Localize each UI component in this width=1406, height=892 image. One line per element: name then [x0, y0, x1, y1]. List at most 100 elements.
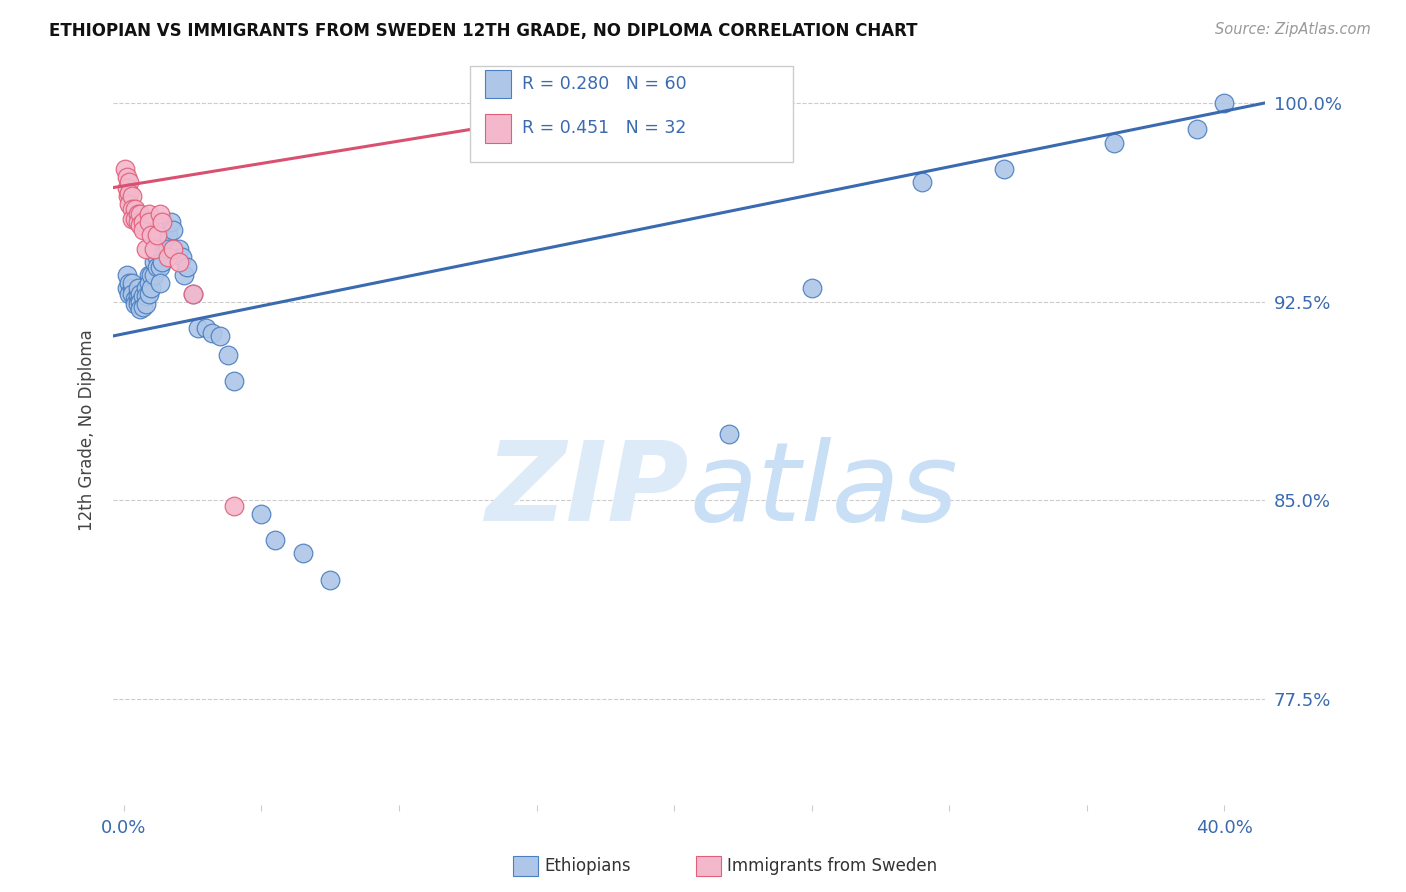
Point	[124, 212, 146, 227]
Point	[138, 215, 160, 229]
Point	[146, 260, 169, 274]
Point	[129, 302, 152, 317]
FancyBboxPatch shape	[470, 66, 793, 162]
Point	[143, 268, 166, 282]
Point	[132, 215, 155, 229]
Point	[115, 169, 138, 184]
Point	[1102, 136, 1125, 150]
Point	[250, 507, 273, 521]
Text: ZIP: ZIP	[485, 436, 689, 543]
Point	[146, 250, 169, 264]
Point	[118, 286, 141, 301]
Point	[993, 162, 1015, 177]
Point	[718, 427, 741, 442]
Point	[118, 186, 141, 200]
Point	[132, 300, 155, 314]
Point	[176, 260, 198, 274]
Point	[264, 533, 287, 547]
Point	[129, 218, 152, 232]
Text: R = 0.451   N = 32: R = 0.451 N = 32	[522, 120, 686, 137]
Point	[141, 281, 163, 295]
Point	[167, 255, 190, 269]
Point	[910, 175, 932, 189]
Point	[153, 234, 176, 248]
Point	[201, 326, 224, 341]
Point	[162, 242, 184, 256]
Point	[118, 276, 141, 290]
Point	[149, 260, 172, 274]
Point	[156, 250, 179, 264]
Text: ETHIOPIAN VS IMMIGRANTS FROM SWEDEN 12TH GRADE, NO DIPLOMA CORRELATION CHART: ETHIOPIAN VS IMMIGRANTS FROM SWEDEN 12TH…	[49, 22, 918, 40]
Point	[149, 207, 172, 221]
Point	[143, 255, 166, 269]
Point	[114, 162, 136, 177]
Text: Ethiopians: Ethiopians	[544, 857, 631, 875]
Bar	[485, 70, 510, 98]
Text: atlas: atlas	[689, 436, 957, 543]
Point	[162, 223, 184, 237]
Point	[129, 294, 152, 309]
Point	[690, 95, 713, 110]
Point	[129, 286, 152, 301]
Text: Immigrants from Sweden: Immigrants from Sweden	[727, 857, 936, 875]
Point	[118, 196, 141, 211]
Point	[115, 180, 138, 194]
Point	[127, 207, 149, 221]
Point	[173, 268, 195, 282]
Point	[170, 250, 193, 264]
Bar	[485, 114, 510, 143]
Point	[121, 281, 143, 295]
Point	[135, 281, 157, 295]
Point	[121, 212, 143, 227]
Point	[800, 281, 823, 295]
Point	[141, 228, 163, 243]
Point	[132, 223, 155, 237]
Point	[135, 289, 157, 303]
Point	[159, 215, 181, 229]
Point	[121, 188, 143, 202]
Point	[138, 268, 160, 282]
Point	[152, 255, 174, 269]
Point	[127, 215, 149, 229]
Point	[1185, 122, 1208, 136]
Point	[117, 188, 139, 202]
Point	[135, 297, 157, 311]
Point	[181, 286, 204, 301]
Point	[127, 286, 149, 301]
Point	[319, 573, 342, 587]
Point	[149, 276, 172, 290]
Point	[217, 347, 239, 361]
Point	[1213, 95, 1236, 110]
Point	[187, 321, 209, 335]
Point	[127, 297, 149, 311]
Point	[121, 286, 143, 301]
Point	[291, 546, 314, 560]
Point	[121, 276, 143, 290]
Point	[209, 329, 232, 343]
Point	[222, 374, 245, 388]
Point	[132, 289, 155, 303]
Point	[138, 276, 160, 290]
Point	[124, 292, 146, 306]
Point	[135, 242, 157, 256]
Point	[143, 242, 166, 256]
Point	[146, 228, 169, 243]
Y-axis label: 12th Grade, No Diploma: 12th Grade, No Diploma	[79, 329, 96, 531]
Point	[152, 215, 174, 229]
Point	[156, 228, 179, 243]
Point	[181, 286, 204, 301]
Text: R = 0.280   N = 60: R = 0.280 N = 60	[522, 75, 686, 93]
Point	[115, 268, 138, 282]
Point	[115, 281, 138, 295]
Point	[127, 281, 149, 295]
Point	[138, 286, 160, 301]
Point	[222, 499, 245, 513]
Point	[118, 175, 141, 189]
Point	[129, 207, 152, 221]
Point	[195, 321, 218, 335]
Point	[167, 242, 190, 256]
Point	[127, 292, 149, 306]
Text: Source: ZipAtlas.com: Source: ZipAtlas.com	[1215, 22, 1371, 37]
Point	[156, 242, 179, 256]
Point	[124, 297, 146, 311]
